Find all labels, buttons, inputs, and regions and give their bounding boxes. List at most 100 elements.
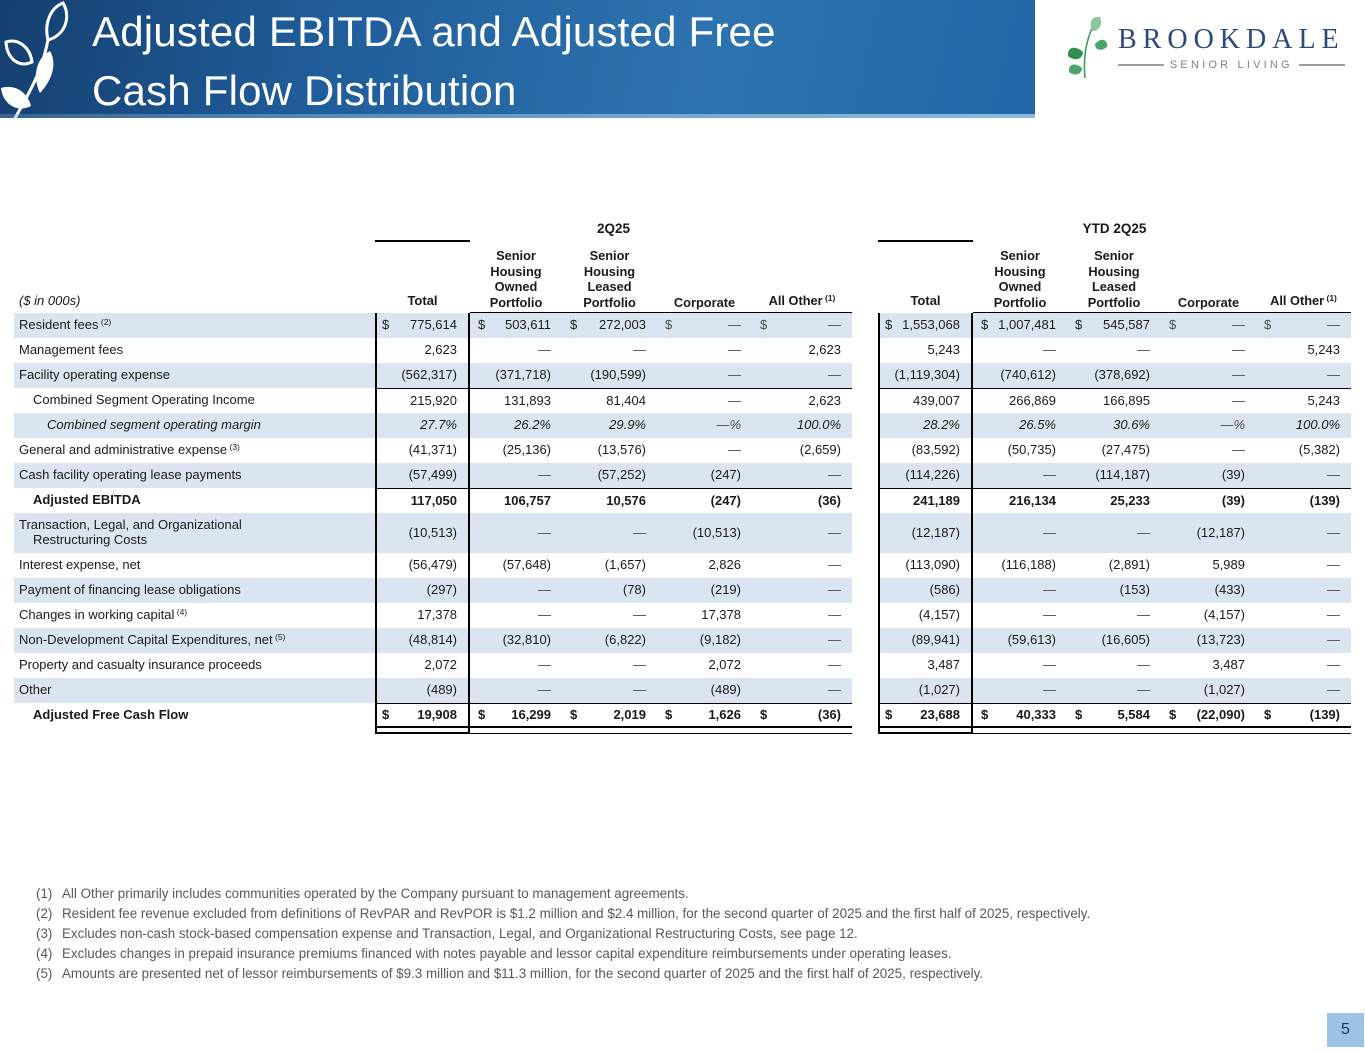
table-cell: (219) <box>657 578 752 603</box>
footnote-number: (1) <box>36 886 53 901</box>
table-cell: — <box>1256 678 1351 703</box>
table-cell: — <box>752 513 852 553</box>
table-cell: (2,659) <box>799 442 841 458</box>
group-gap <box>852 221 878 240</box>
row-label: Property and casualty insurance proceeds <box>19 657 262 673</box>
table-cell: (247) <box>657 488 752 513</box>
table-cell: (116,188) <box>1001 557 1056 573</box>
table-cell: — <box>657 363 752 388</box>
row-label: Resident fees (2) <box>14 313 375 338</box>
table-cell: 5,243 <box>1256 388 1351 413</box>
table-cell: — <box>1067 678 1161 703</box>
table-cell: — <box>562 513 657 553</box>
table-header-row: ($ in 000s) Total Senior Housing Owned Portfo… <box>14 240 1351 313</box>
table-cell: (1,119,304) <box>878 363 973 388</box>
table-cell: 100.0% <box>752 413 852 438</box>
table-cell: $1,553,068 <box>878 313 973 338</box>
slide-title-line2: Cash Flow Distribution <box>92 67 517 114</box>
table-cell: (562,317) <box>375 363 470 388</box>
table-cell: (586) <box>878 578 973 603</box>
group-header-2q25: 2Q25 <box>596 221 631 236</box>
row-label: General and administrative expense (3) <box>19 442 240 458</box>
financial-table: 2Q25 YTD 2Q25 ($ in 000s) Total Senior Hous… <box>14 221 1351 734</box>
table-bottom-rule-cell <box>878 728 973 734</box>
table-cell: (247) <box>657 463 752 488</box>
table-cell: 30.6% <box>1067 413 1161 438</box>
row-label: Other <box>14 678 375 703</box>
table-cell: (2,891) <box>1108 557 1150 573</box>
table-cell: — <box>1232 442 1245 458</box>
table-cell: — <box>1327 557 1340 573</box>
table-cell: (433) <box>1161 578 1256 603</box>
slide-title-line1: Adjusted EBITDA and Adjusted Free <box>92 8 776 55</box>
table-cell: (4,157) <box>1203 607 1245 623</box>
brand-tagline: SENIOR LIVING <box>1169 58 1293 71</box>
table-cell: 2,623 <box>808 342 841 358</box>
footnotes: (1) All Other primarily includes communi… <box>36 884 1090 984</box>
table-gap <box>852 388 878 413</box>
table-cell: 81,404 <box>562 388 657 413</box>
row-label: Cash facility operating lease payments <box>14 463 375 488</box>
table-cell: $775,614 <box>375 313 470 338</box>
table-cell: 215,920 <box>375 388 470 413</box>
table-cell: — <box>470 578 562 603</box>
table-cell: 28.2% <box>878 413 973 438</box>
table-cell: — <box>828 607 841 623</box>
table-cell: (56,479) <box>375 553 470 578</box>
column-header-total: Total <box>878 240 973 313</box>
table-row: Non-Development Capital Expenditures, ne… <box>14 628 1351 653</box>
table-cell: $5,584 <box>1067 703 1161 728</box>
table-cell: 2,072 <box>708 657 741 673</box>
table-cell: (740,612) <box>973 363 1067 388</box>
table-cell: — <box>973 578 1067 603</box>
table-cell: 5,243 <box>1307 342 1340 358</box>
row-label: Payment of financing lease obligations <box>14 578 375 603</box>
footnote-number: (4) <box>36 946 53 961</box>
table-cell: (12,187) <box>1161 513 1256 553</box>
table-bottom-rule <box>14 728 1351 734</box>
table-cell: — <box>1043 342 1056 358</box>
row-label: Adjusted Free Cash Flow <box>33 707 189 723</box>
page-number-badge: 5 <box>1327 1013 1364 1047</box>
table-cell: 17,378 <box>701 607 741 623</box>
table-cell: — <box>1256 463 1351 488</box>
tagline-rule-right <box>1298 63 1345 66</box>
table-cell: — <box>1232 342 1245 358</box>
table-cell: (489) <box>657 678 752 703</box>
footnote-line: (4) Excludes changes in prepaid insuranc… <box>36 944 1090 964</box>
table-cell: (78) <box>562 578 657 603</box>
row-label: Combined Segment Operating Income <box>33 392 255 408</box>
table-cell: $272,003 <box>562 313 657 338</box>
table-gap <box>852 553 878 578</box>
table-cell: $503,611 <box>470 313 562 338</box>
row-label: Facility operating expense <box>14 363 375 388</box>
table-cell: (371,718) <box>470 363 562 388</box>
table-cell: — <box>1256 513 1351 553</box>
table-cell: $1,007,481 <box>973 313 1067 338</box>
table-cell: (139) <box>1256 488 1351 513</box>
footnote-text: Excludes non-cash stock-based compensati… <box>62 926 858 941</box>
logo-text: BROOKDALE SENIOR LIVING <box>1118 24 1345 71</box>
table-cell: 131,893 <box>470 388 562 413</box>
brookdale-leaves-icon <box>1067 16 1108 78</box>
table-cell: (39) <box>1161 463 1256 488</box>
table-cell: $23,688 <box>878 703 973 728</box>
slide-title: Adjusted EBITDA and Adjusted Free Cash F… <box>92 2 776 120</box>
table-cell: (113,090) <box>878 553 973 578</box>
table-cell: 266,869 <box>973 388 1067 413</box>
table-cell: — <box>657 388 752 413</box>
row-label: Adjusted EBITDA <box>33 492 141 508</box>
table-row: Transaction, Legal, and Organizational Re… <box>14 513 1351 553</box>
table-cell: 3,487 <box>1212 657 1245 673</box>
group-header-ytd-2q25: YTD 2Q25 <box>1082 221 1147 236</box>
table-cell: — <box>470 678 562 703</box>
table-cell: — <box>752 463 852 488</box>
table-cell: 3,487 <box>878 653 973 678</box>
row-label: Interest expense, net <box>19 557 141 573</box>
brookdale-logo: BROOKDALE SENIOR LIVING <box>1062 16 1345 78</box>
table-row: Combined segment operating margin 27.7% 26… <box>14 413 1351 438</box>
header-band: Adjusted EBITDA and Adjusted Free Cash F… <box>0 0 1035 118</box>
table-gap <box>852 413 878 438</box>
table-cell: $ (22,090) <box>1161 703 1256 728</box>
table-cell: 2,072 <box>375 653 470 678</box>
